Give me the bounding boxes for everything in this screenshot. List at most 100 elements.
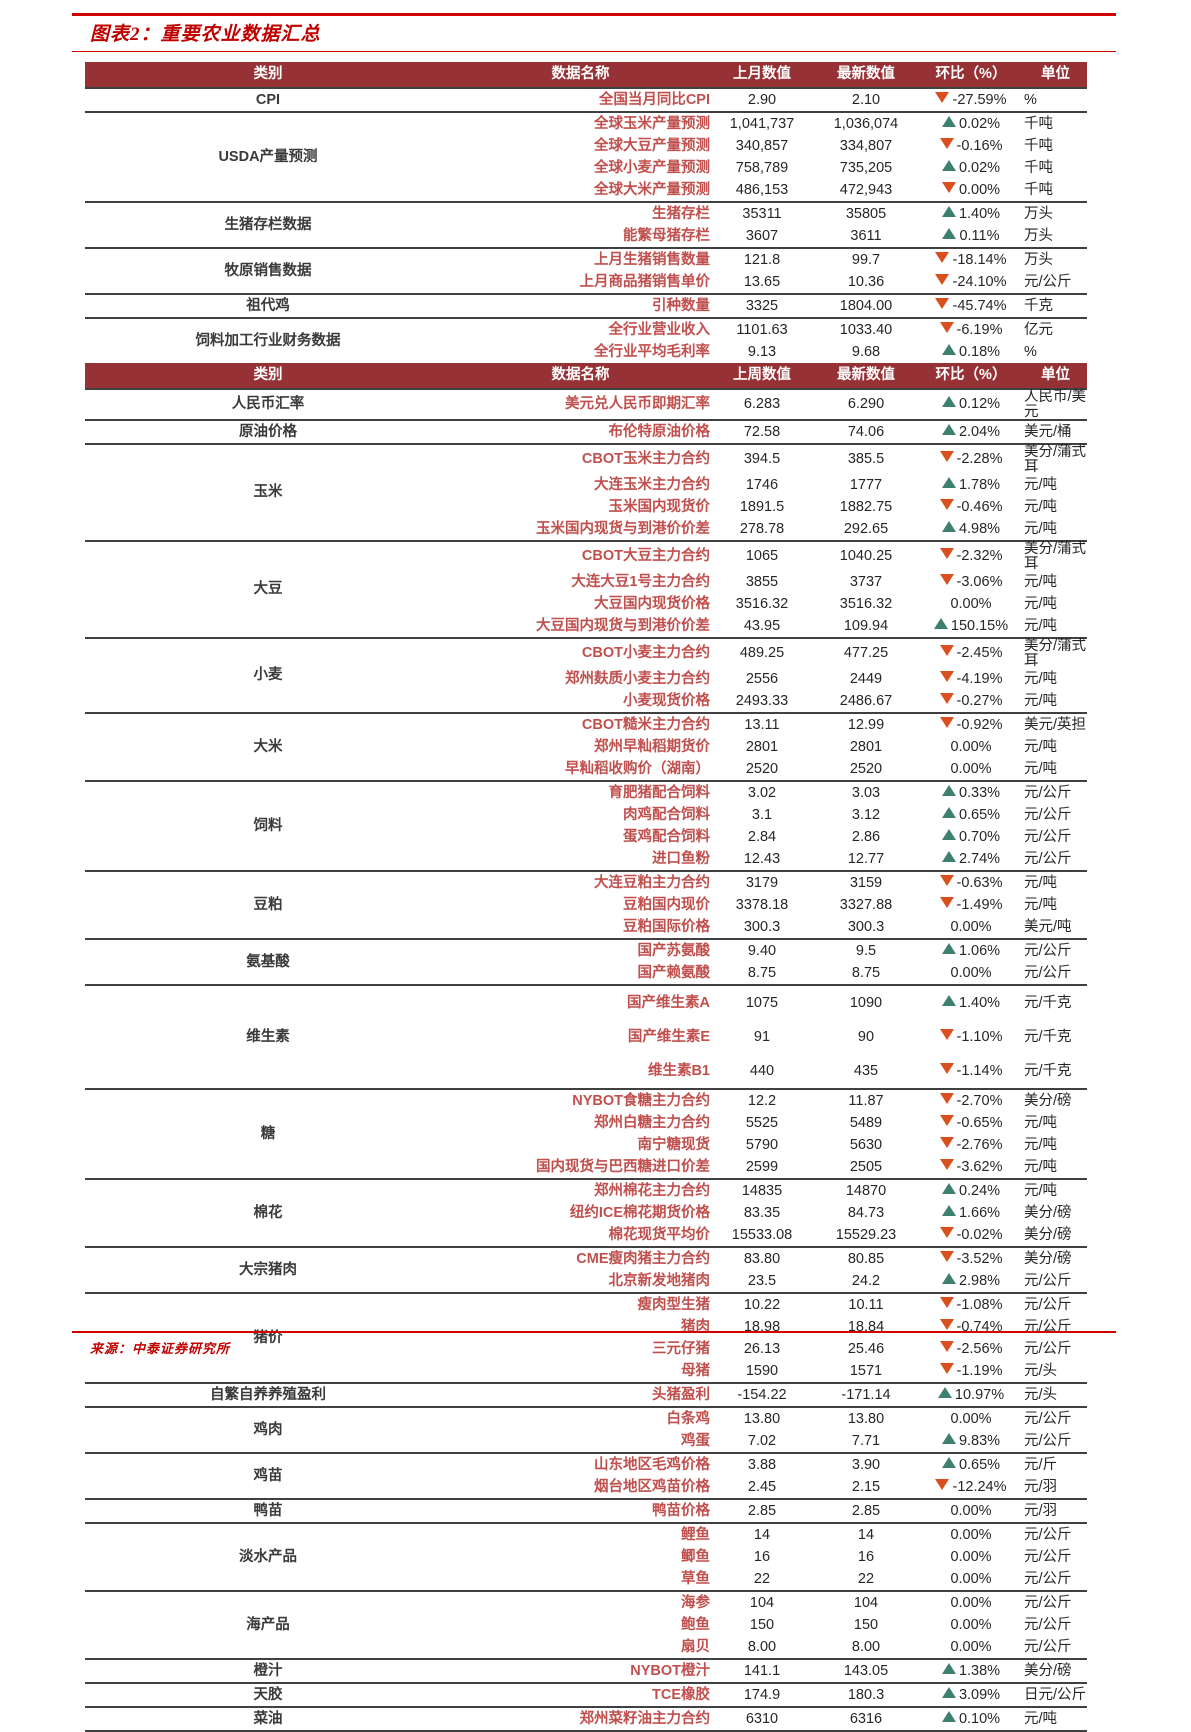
data-name-cell: 肉鸡配合饲料 — [623, 806, 710, 823]
latest-value-cell: 10.11 — [814, 1292, 918, 1316]
table-row: 猪肉 18.98 18.84 -0.74% 元/公斤 — [85, 1316, 1087, 1338]
data-name-cell: CBOT小麦主力合约 — [451, 637, 710, 668]
data-name-cell: 国产维生素E — [627, 1028, 710, 1045]
latest-value-cell: 10.36 — [847, 273, 885, 290]
previous-value-cell: 3516.32 — [735, 595, 789, 612]
table-row: 豆粕 大连豆粕主力合约 3179 3159 -0.63% 元/吨 — [85, 870, 1087, 939]
latest-value-cell: 14870 — [814, 1178, 918, 1202]
unit-cell: 千吨 — [1024, 181, 1053, 198]
previous-value-cell: 5790 — [745, 1136, 779, 1153]
change-cell: 0.00% — [918, 962, 1024, 985]
change-cell: -1.10% — [918, 1020, 1024, 1054]
table-row: 维生素B1 440 435 -1.14% 元/千克 — [85, 1054, 1087, 1089]
unit-cell: 万头 — [1024, 227, 1053, 244]
change-value: 1.38% — [958, 1662, 1001, 1679]
previous-value-cell: 83.80 — [710, 1246, 814, 1270]
data-name-cell: 引种数量 — [451, 293, 710, 318]
change-cell: -4.19% — [918, 668, 1024, 690]
unit-cell: 元/公斤 — [1024, 1318, 1072, 1335]
change-value: -2.56% — [956, 1340, 1003, 1357]
data-name-cell: 小麦现货价格 — [623, 692, 710, 709]
category-cell: 维生素 — [85, 984, 451, 1089]
unit-cell: 元/吨 — [1024, 573, 1058, 590]
table-row: 国产维生素E 91 90 -1.10% 元/千克 — [85, 1020, 1087, 1054]
data-name-cell: 大连豆粕主力合约 — [451, 870, 710, 894]
table-row: 纽约ICE棉花期货价格 83.35 84.73 1.66% 美分/磅 — [85, 1202, 1087, 1224]
unit-cell: 美元/桶 — [1024, 419, 1087, 444]
latest-value-cell: 3159 — [814, 870, 918, 894]
change-cell: -6.19% — [918, 317, 1024, 341]
latest-value-cell: 292.65 — [843, 520, 889, 537]
latest-value-cell: 8.00 — [851, 1638, 881, 1655]
unit-cell: 元/吨 — [1024, 760, 1058, 777]
previous-value-cell: 440 — [749, 1062, 775, 1079]
arrow-up-icon — [941, 850, 956, 862]
latest-value-cell: 22 — [857, 1570, 875, 1587]
previous-value-cell: 1,041,737 — [710, 111, 814, 135]
change-value: 0.00% — [950, 595, 992, 612]
unit-cell: 美元/吨 — [1024, 918, 1072, 935]
category-cell: 棉花 — [85, 1178, 451, 1247]
latest-value-cell: 18.84 — [847, 1318, 885, 1335]
arrow-up-icon — [941, 343, 956, 355]
previous-value-cell: 278.78 — [739, 520, 785, 537]
data-name-cell: 全球大豆产量预测 — [594, 137, 710, 154]
latest-value-cell: 6316 — [814, 1706, 918, 1732]
arrow-down-icon — [939, 1092, 954, 1104]
category-cell: 饲料 — [85, 780, 451, 871]
previous-value-cell: 340,857 — [735, 137, 789, 154]
category-cell: 生猪存栏数据 — [85, 201, 451, 248]
previous-value-cell: 141.1 — [710, 1658, 814, 1683]
table-row: 蛋鸡配合饲料 2.84 2.86 0.70% 元/公斤 — [85, 826, 1087, 848]
data-name-cell: 蛋鸡配合饲料 — [623, 828, 710, 845]
change-cell: 4.98% — [918, 518, 1024, 541]
previous-value-cell: 2599 — [745, 1158, 779, 1175]
data-name-cell: CME瘦肉猪主力合约 — [451, 1246, 710, 1270]
latest-value-cell: 2449 — [849, 670, 883, 687]
change-cell: 0.00% — [918, 1636, 1024, 1659]
data-name-cell: 豆粕国内现价 — [623, 896, 710, 913]
previous-value-cell: 3.02 — [710, 780, 814, 804]
change-cell: -18.14% — [918, 247, 1024, 271]
column-header-change: 环比（%） — [918, 363, 1024, 389]
change-cell: -0.63% — [918, 870, 1024, 894]
category-cell: 鸡苗 — [85, 1452, 451, 1499]
table-row: 小麦现货价格 2493.33 2486.67 -0.27% 元/吨 — [85, 690, 1087, 713]
previous-value-cell: 2520 — [745, 760, 779, 777]
data-name-cell: 全行业营业收入 — [451, 317, 710, 341]
change-cell: 2.98% — [918, 1270, 1024, 1293]
data-name-cell: 布伦特原油价格 — [451, 419, 710, 444]
change-cell: 1.06% — [918, 938, 1024, 962]
arrow-down-icon — [941, 181, 956, 193]
previous-value-cell: 10.22 — [710, 1292, 814, 1316]
previous-value-cell: 1590 — [745, 1362, 779, 1379]
arrow-down-icon — [939, 716, 954, 728]
latest-value-cell: 1090 — [814, 984, 918, 1020]
table-row: 自繁自养养殖盈利 头猪盈利 -154.22 -171.14 10.97% 元/头 — [85, 1382, 1087, 1407]
unit-cell: 元/吨 — [1024, 1114, 1058, 1131]
data-name-cell: 瘦肉型生猪 — [451, 1292, 710, 1316]
previous-value-cell: 150 — [749, 1616, 775, 1633]
latest-value-cell: 1882.75 — [839, 498, 893, 515]
change-value: -1.10% — [956, 1028, 1003, 1045]
table-row: 大连玉米主力合约 1746 1777 1.78% 元/吨 — [85, 474, 1087, 496]
change-value: -27.59% — [952, 91, 1007, 108]
table-row: 能繁母猪存栏 3607 3611 0.11% 万头 — [85, 225, 1087, 248]
table-row: 北京新发地猪肉 23.5 24.2 2.98% 元/公斤 — [85, 1270, 1087, 1293]
arrow-up-icon — [941, 942, 956, 954]
data-name-cell: 烟台地区鸡苗价格 — [594, 1478, 710, 1495]
unit-cell: 万头 — [1024, 247, 1087, 271]
previous-value-cell: 12.2 — [710, 1088, 814, 1112]
data-name-cell: 玉米国内现货与到港价价差 — [536, 520, 710, 537]
previous-value-cell: 91 — [753, 1028, 771, 1045]
category-cell: 自繁自养养殖盈利 — [85, 1382, 451, 1407]
unit-cell: 元/公斤 — [1024, 828, 1072, 845]
unit-cell: 元/吨 — [1024, 1136, 1058, 1153]
data-name-cell: 头猪盈利 — [451, 1382, 710, 1407]
unit-cell: 元/公斤 — [1024, 1522, 1087, 1546]
change-value: 1.66% — [958, 1204, 1001, 1221]
change-cell: -3.06% — [918, 571, 1024, 593]
arrow-up-icon — [941, 828, 956, 840]
unit-cell: 美分/蒲式耳 — [1024, 443, 1087, 475]
data-name-cell: 鲤鱼 — [451, 1522, 710, 1546]
